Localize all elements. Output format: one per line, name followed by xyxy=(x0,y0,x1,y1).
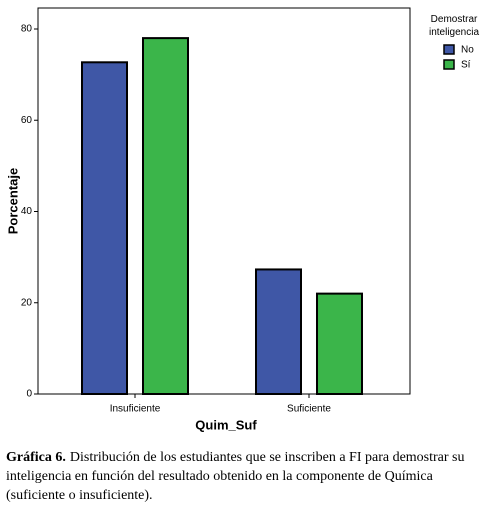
x-axis-label: Quim_Suf xyxy=(195,417,257,432)
legend-swatch xyxy=(443,59,455,70)
bar xyxy=(81,61,128,396)
legend-label: Sí xyxy=(461,60,471,71)
legend-title: Demostrar inteligencia xyxy=(428,14,480,38)
y-axis-label: Porcentaje xyxy=(5,168,20,234)
x-tick-label: Insuficiente xyxy=(110,404,161,415)
y-tick-label: 0 xyxy=(26,389,32,400)
y-tick-label: 80 xyxy=(21,24,33,35)
y-tick-label: 60 xyxy=(21,115,33,126)
caption-text: Distribución de los estudiantes que se i… xyxy=(6,450,465,503)
bar xyxy=(142,37,189,396)
x-tick-label: Suficiente xyxy=(287,404,331,415)
caption: Gráfica 6. Distribución de los estudiante… xyxy=(6,448,486,505)
bar xyxy=(316,292,363,395)
legend-swatch xyxy=(443,44,455,55)
legend-label: No xyxy=(461,45,474,56)
chart: Porcentaje Quim_Suf 0 20 40 60 80 Insuficient… xyxy=(5,7,474,432)
y-tick-label: 40 xyxy=(21,206,33,217)
plot-frame xyxy=(37,7,411,395)
bar xyxy=(255,268,302,396)
y-tick-label: 20 xyxy=(21,297,33,308)
caption-label: Gráfica 6. xyxy=(6,450,66,465)
